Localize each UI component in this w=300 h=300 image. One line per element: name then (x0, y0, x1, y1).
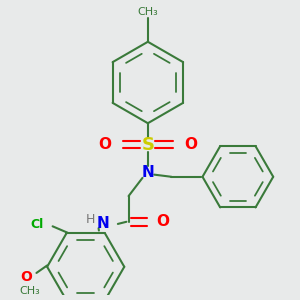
Text: N: N (142, 165, 154, 180)
Text: O: O (20, 270, 32, 284)
Text: CH₃: CH₃ (20, 286, 40, 296)
Text: CH₃: CH₃ (137, 7, 158, 17)
Text: Cl: Cl (31, 218, 44, 231)
Text: O: O (184, 137, 197, 152)
Text: O: O (156, 214, 170, 229)
Text: S: S (141, 136, 154, 154)
Text: O: O (98, 137, 111, 152)
Text: N: N (97, 216, 109, 231)
Text: H: H (85, 213, 95, 226)
